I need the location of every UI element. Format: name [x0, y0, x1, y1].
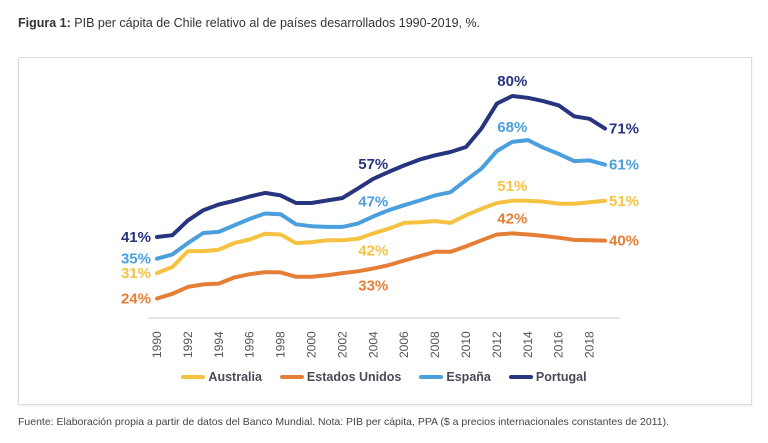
data-label: 31%	[121, 265, 151, 282]
x-tick-label: 1998	[274, 331, 288, 358]
figure-caption: PIB per cápita de Chile relativo al de p…	[70, 16, 481, 30]
x-tick-label: 2004	[366, 331, 380, 358]
figure-title: Figura 1: PIB per cápita de Chile relati…	[18, 16, 480, 30]
series-line-australia	[155, 198, 607, 276]
x-tick-label: 2002	[335, 331, 349, 358]
source-note: Fuente: Elaboración propia a partir de d…	[18, 416, 669, 428]
data-label: 33%	[358, 277, 388, 294]
x-tick-label: 2014	[521, 331, 535, 358]
x-tick-label: 1990	[150, 331, 164, 358]
chart-frame	[18, 57, 752, 405]
series-line-estados-unidos	[155, 231, 607, 301]
legend-label: España	[446, 370, 491, 384]
data-label: 57%	[358, 156, 388, 173]
x-tick-label: 2006	[397, 331, 411, 358]
data-label: 41%	[121, 229, 151, 246]
data-label: 68%	[497, 119, 527, 136]
x-tick-label: 2012	[490, 331, 504, 358]
series-line-portugal	[155, 94, 607, 239]
x-tick-label: 2016	[552, 331, 566, 358]
data-label: 51%	[497, 178, 527, 195]
legend-label: Portugal	[535, 370, 587, 384]
legend-item: Estados Unidos	[279, 370, 402, 384]
legend-swatch	[419, 375, 444, 379]
x-tick-label: 2000	[304, 331, 318, 358]
legend-item: Australia	[181, 370, 262, 384]
x-tick-label: 1996	[243, 331, 257, 358]
data-label: 42%	[358, 242, 388, 259]
data-label: 42%	[497, 210, 527, 227]
series-line-españa	[155, 138, 607, 261]
data-label: 24%	[121, 290, 151, 307]
legend: Australia Estados Unidos España Portugal	[0, 370, 768, 384]
data-label: 40%	[609, 233, 639, 250]
x-tick-label: 1992	[181, 331, 195, 358]
data-label: 51%	[609, 193, 639, 210]
x-tick-label: 2018	[583, 331, 597, 358]
x-tick-label: 2008	[428, 331, 442, 358]
x-tick-label: 1994	[212, 331, 226, 358]
data-label: 35%	[121, 251, 151, 268]
data-label: 47%	[358, 193, 388, 210]
legend-item: España	[419, 370, 491, 384]
x-tick-label: 2010	[459, 331, 473, 358]
figure-number: Figura 1:	[18, 16, 71, 30]
legend-swatch	[279, 375, 304, 379]
data-label: 80%	[497, 73, 527, 90]
data-label: 71%	[609, 121, 639, 138]
data-label: 61%	[609, 157, 639, 174]
legend-label: Estados Unidos	[306, 370, 402, 384]
legend-item: Portugal	[508, 370, 587, 384]
legend-swatch	[508, 375, 533, 379]
legend-swatch	[181, 375, 206, 379]
legend-label: Australia	[208, 370, 262, 384]
